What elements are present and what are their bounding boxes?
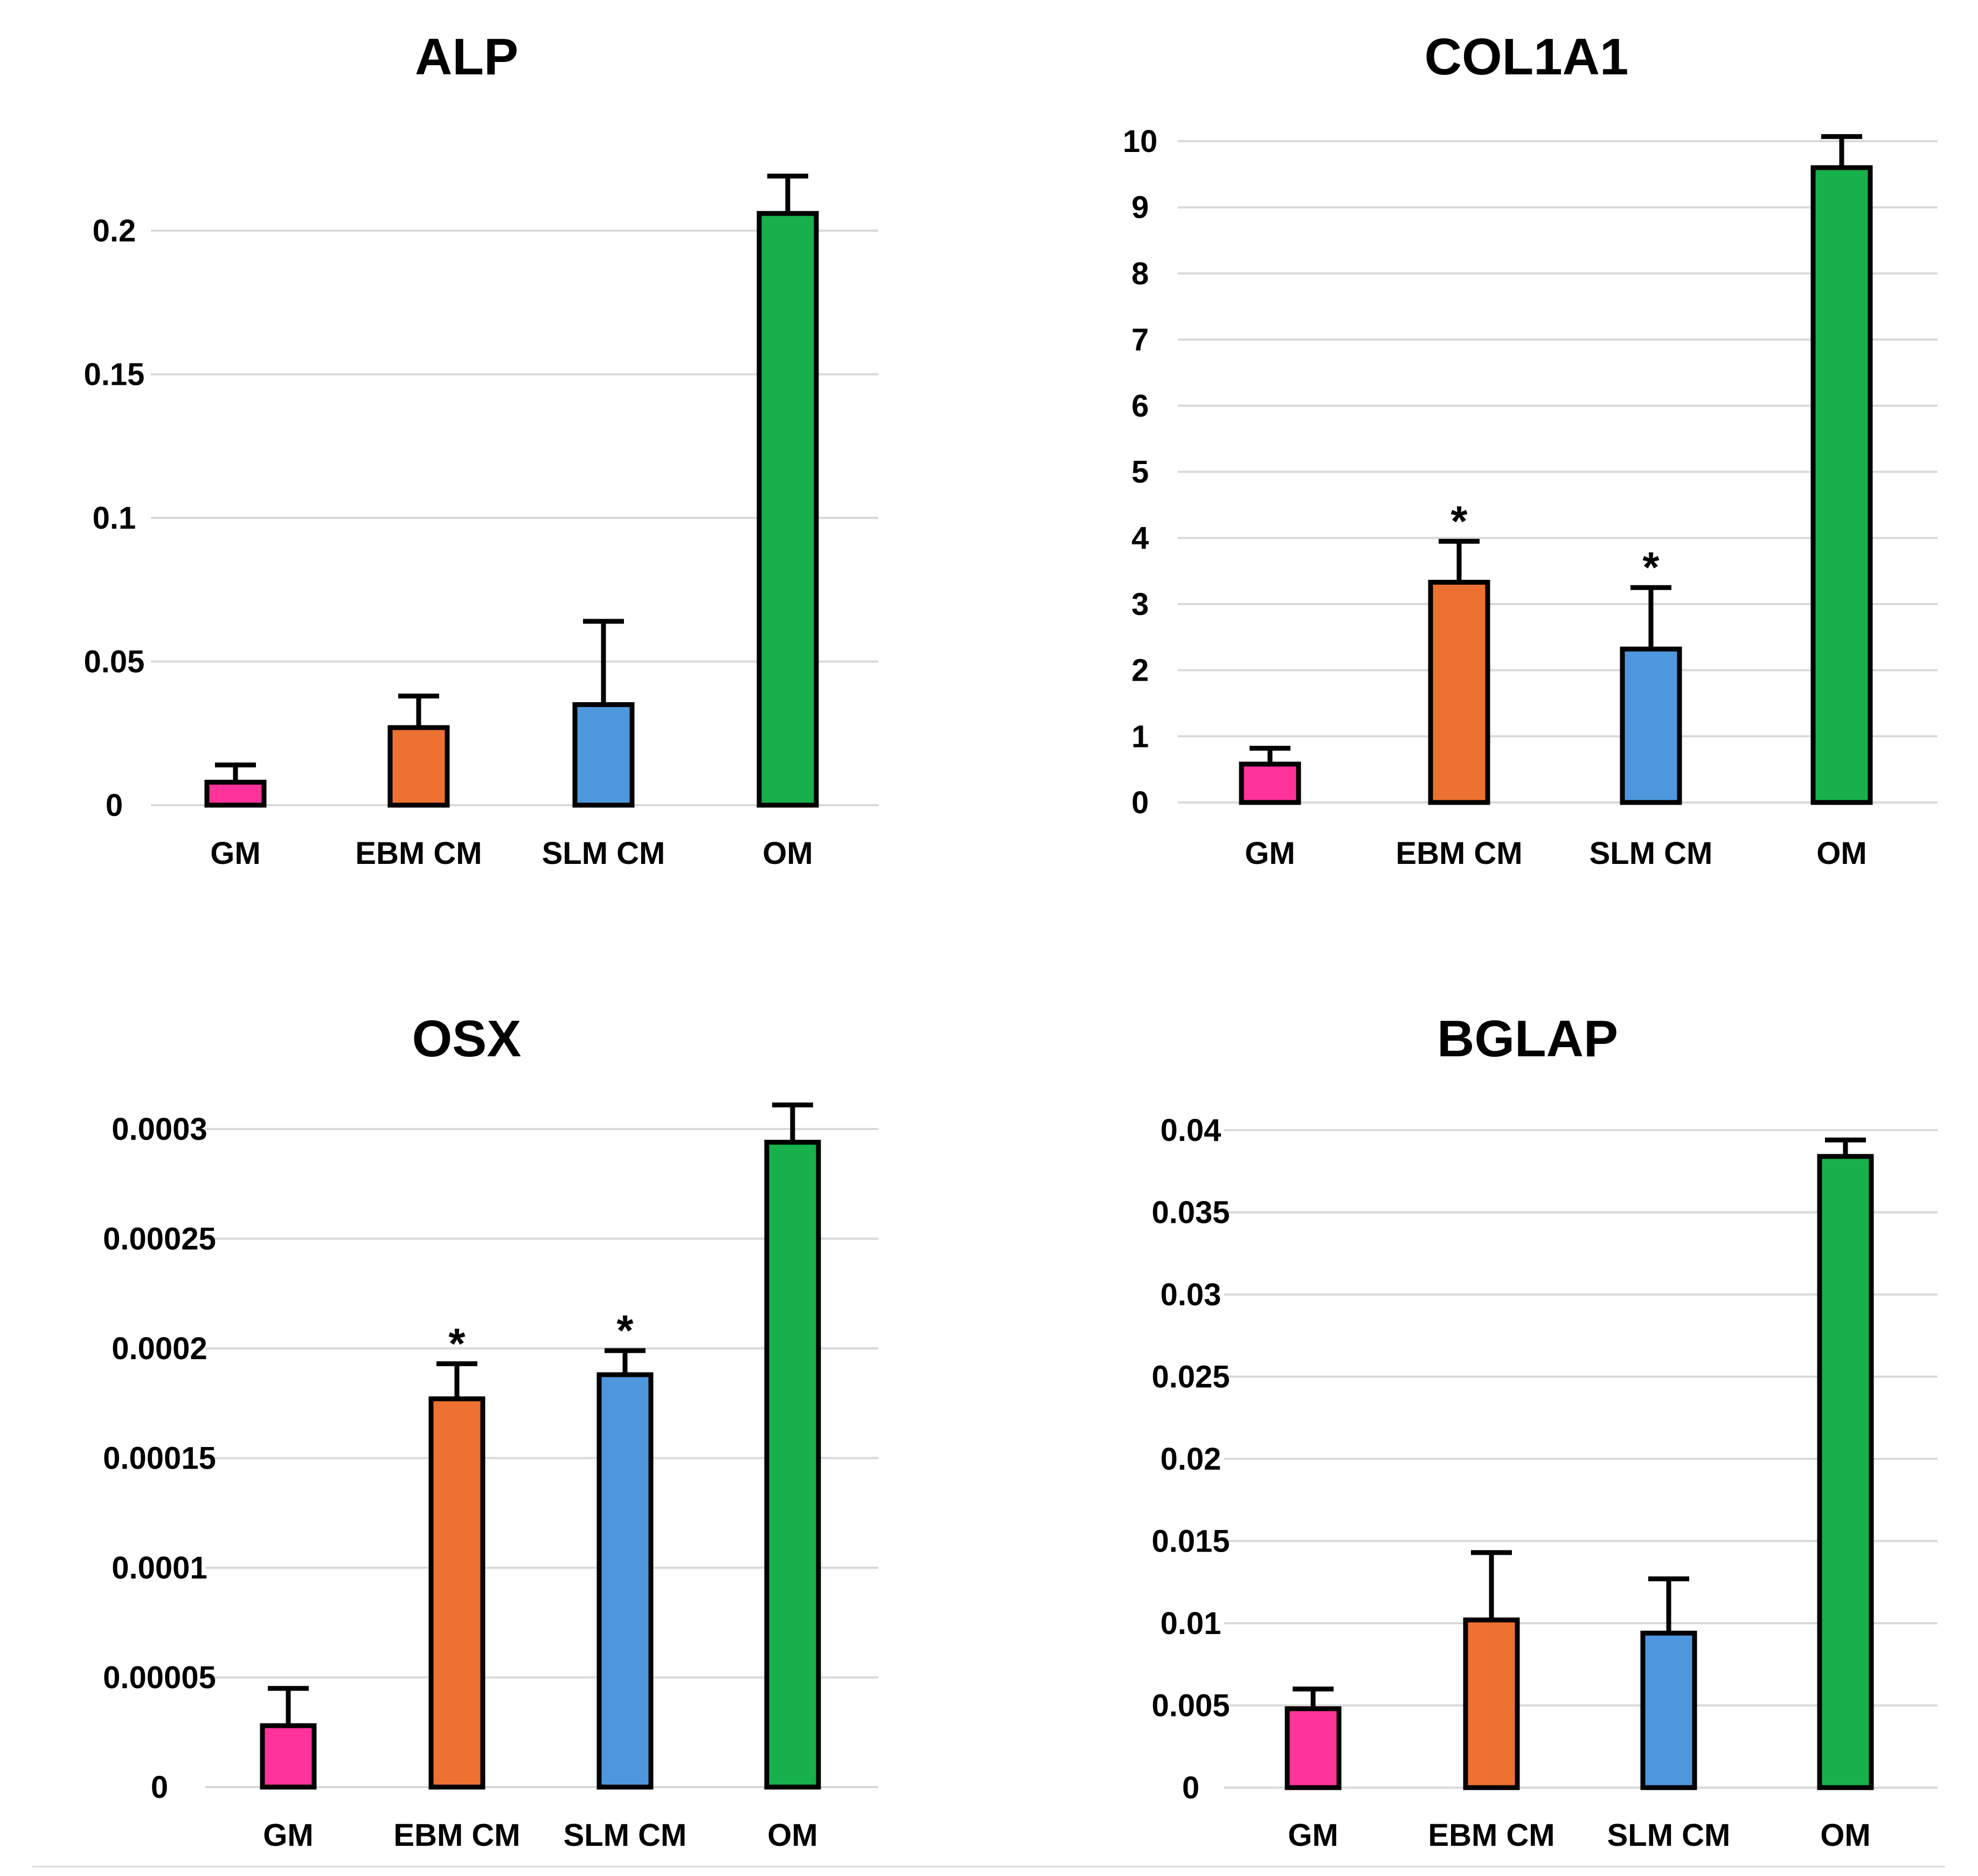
bar — [428, 1396, 485, 1790]
y-tick-label: 0.00025 — [103, 1222, 216, 1257]
bar — [1620, 646, 1682, 805]
y-tick-label: 0 — [1132, 785, 1149, 820]
significance-marker: * — [616, 1306, 634, 1354]
y-tick-label: 0.15 — [84, 357, 145, 392]
significance-marker: * — [1450, 497, 1468, 545]
x-category-label: EBM CM — [355, 836, 482, 871]
y-tick-label: 7 — [1132, 322, 1149, 357]
y-tick-label: 10 — [1123, 124, 1158, 159]
bar — [1463, 1617, 1520, 1790]
y-tick-label: 0.005 — [1151, 1688, 1230, 1723]
x-category-label: OM — [767, 1818, 817, 1853]
x-category-label: SLM CM — [542, 836, 665, 871]
y-tick-label: 9 — [1132, 190, 1149, 225]
bar — [1817, 1154, 1874, 1790]
bar — [1428, 579, 1490, 805]
y-tick-label: 1 — [1132, 719, 1149, 754]
y-tick-label: 0 — [151, 1770, 168, 1805]
x-category-label: GM — [263, 1818, 313, 1853]
x-category-label: EBM CM — [1428, 1818, 1554, 1853]
y-tick-label: 0 — [1182, 1770, 1199, 1805]
bar — [204, 779, 267, 808]
alp-chart: ALP 0 0.05 0.1 0.15 0.2 GM EBM CM SLM CM OM — [84, 28, 878, 871]
y-tick-label: 0.035 — [1151, 1195, 1230, 1230]
x-category-label: SLM CM — [564, 1818, 687, 1853]
y-tick-label: 0.02 — [1161, 1442, 1221, 1477]
y-tick-label: 0.015 — [1151, 1524, 1230, 1559]
y-tick-label: 0.00015 — [103, 1441, 216, 1476]
y-tick-label: 8 — [1132, 256, 1149, 291]
y-tick-label: 0.0001 — [112, 1550, 207, 1586]
x-category-label: SLM CM — [1590, 836, 1713, 871]
bar — [1239, 762, 1301, 805]
x-category-label: GM — [210, 836, 260, 871]
y-tick-label: 4 — [1132, 521, 1149, 556]
chart-title: BGLAP — [1437, 1010, 1618, 1068]
bar — [260, 1723, 317, 1790]
y-tick-label: 0.1 — [93, 501, 136, 536]
y-tick-label: 0.05 — [84, 645, 145, 680]
chart-title: ALP — [415, 28, 518, 86]
bar — [1640, 1630, 1697, 1790]
y-tick-label: 0 — [106, 788, 123, 823]
bar — [757, 211, 819, 808]
y-tick-label: 3 — [1132, 587, 1149, 622]
chart-title: OSX — [412, 1010, 522, 1068]
bar — [572, 702, 635, 808]
osx-chart: OSX 0 0.00005 0.0001 0.00015 0.0002 0.00025 0.0… — [103, 1010, 878, 1853]
x-category-label: SLM CM — [1607, 1818, 1731, 1853]
x-category-label: GM — [1288, 1818, 1338, 1853]
x-category-label: OM — [1820, 1818, 1870, 1853]
x-category-label: EBM CM — [1396, 836, 1522, 871]
col1a1-chart: COL1A1 0 1 2 3 4 5 6 7 8 9 10 GM * EBM CM * SLM CM OM — [1123, 28, 1938, 871]
y-tick-label: 0.0002 — [112, 1331, 207, 1366]
bar — [1810, 165, 1873, 805]
y-tick-label: 6 — [1132, 389, 1149, 424]
y-tick-label: 5 — [1132, 455, 1149, 490]
bar — [1285, 1706, 1342, 1790]
y-tick-label: 2 — [1132, 653, 1149, 688]
y-tick-label: 0.01 — [1161, 1606, 1221, 1641]
y-tick-label: 0.00005 — [103, 1660, 216, 1695]
bar — [387, 725, 450, 808]
y-tick-label: 0.2 — [93, 213, 136, 248]
y-tick-label: 0.0003 — [112, 1112, 207, 1147]
y-tick-label: 0.03 — [1161, 1277, 1221, 1312]
x-category-label: EBM CM — [393, 1818, 520, 1853]
significance-marker: * — [1642, 543, 1660, 591]
y-tick-label: 0.04 — [1161, 1113, 1221, 1148]
bar — [764, 1139, 821, 1790]
significance-marker: * — [448, 1319, 466, 1367]
chart-title: COL1A1 — [1425, 28, 1629, 86]
x-category-label: OM — [762, 836, 813, 871]
bglap-chart: BGLAP 0 0.005 0.01 0.015 0.02 0.025 0.03 0.035 0.… — [1151, 1010, 1938, 1853]
bar — [596, 1372, 654, 1790]
x-category-label: GM — [1245, 836, 1295, 871]
y-tick-label: 0.025 — [1151, 1360, 1230, 1395]
x-category-label: OM — [1816, 836, 1866, 871]
bottom-divider — [32, 1866, 1945, 1867]
